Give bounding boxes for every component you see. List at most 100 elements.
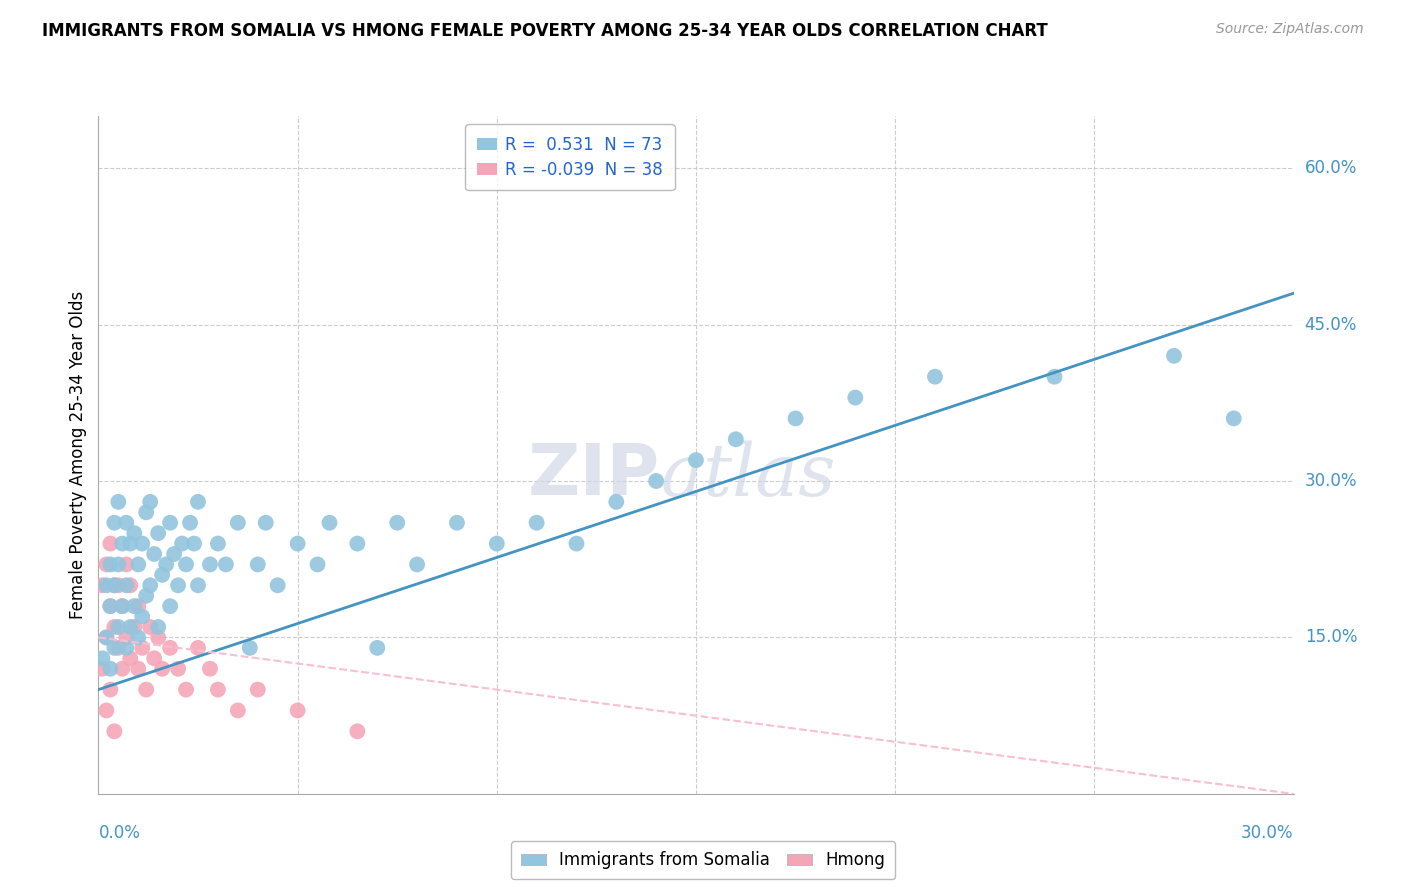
Point	[139, 620, 162, 634]
Point	[267, 578, 290, 592]
Point	[183, 536, 205, 550]
Text: Source: ZipAtlas.com: Source: ZipAtlas.com	[1216, 22, 1364, 37]
Point	[366, 640, 388, 655]
Point	[287, 536, 309, 550]
Point	[239, 640, 262, 655]
Point	[226, 516, 249, 530]
Point	[96, 578, 118, 592]
Point	[96, 631, 118, 645]
Point	[526, 516, 548, 530]
Point	[155, 558, 177, 572]
Text: 15.0%: 15.0%	[1305, 629, 1357, 647]
Point	[150, 662, 173, 676]
Point	[1043, 369, 1066, 384]
Point	[107, 578, 129, 592]
Point	[226, 703, 249, 717]
Text: 0.0%: 0.0%	[98, 824, 141, 842]
Point	[96, 631, 118, 645]
Point	[187, 578, 209, 592]
Point	[107, 640, 129, 655]
Point	[135, 505, 157, 519]
Point	[98, 662, 122, 676]
Point	[131, 536, 153, 550]
Point	[107, 620, 129, 634]
Point	[131, 640, 153, 655]
Point	[120, 620, 142, 634]
Point	[346, 724, 368, 739]
Point	[115, 640, 138, 655]
Point	[307, 558, 329, 572]
Point	[131, 609, 153, 624]
Point	[98, 682, 122, 697]
Text: IMMIGRANTS FROM SOMALIA VS HMONG FEMALE POVERTY AMONG 25-34 YEAR OLDS CORRELATIO: IMMIGRANTS FROM SOMALIA VS HMONG FEMALE …	[42, 22, 1047, 40]
Point	[198, 558, 221, 572]
Point	[346, 536, 368, 550]
Point	[103, 516, 125, 530]
Point	[96, 703, 118, 717]
Point	[139, 578, 162, 592]
Point	[103, 640, 125, 655]
Point	[215, 558, 238, 572]
Point	[187, 640, 209, 655]
Point	[111, 662, 134, 676]
Point	[207, 536, 229, 550]
Point	[98, 558, 122, 572]
Point	[98, 599, 122, 614]
Point	[127, 558, 149, 572]
Point	[98, 536, 122, 550]
Point	[159, 640, 181, 655]
Point	[111, 599, 134, 614]
Point	[318, 516, 340, 530]
Point	[111, 536, 134, 550]
Text: 45.0%: 45.0%	[1305, 316, 1357, 334]
Point	[120, 578, 142, 592]
Point	[254, 516, 277, 530]
Text: 60.0%: 60.0%	[1305, 159, 1357, 178]
Point	[685, 453, 707, 467]
Point	[406, 558, 429, 572]
Point	[115, 516, 138, 530]
Point	[187, 495, 209, 509]
Point	[143, 547, 166, 561]
Point	[1163, 349, 1185, 363]
Point	[139, 495, 162, 509]
Point	[127, 631, 149, 645]
Point	[115, 578, 138, 592]
Point	[127, 662, 149, 676]
Point	[124, 620, 146, 634]
Point	[446, 516, 468, 530]
Point	[107, 558, 129, 572]
Point	[159, 599, 181, 614]
Point	[127, 599, 149, 614]
Point	[135, 589, 157, 603]
Point	[103, 578, 125, 592]
Point	[103, 620, 125, 634]
Point	[115, 631, 138, 645]
Point	[485, 536, 508, 550]
Point	[148, 620, 170, 634]
Point	[844, 391, 866, 405]
Point	[565, 536, 588, 550]
Point	[246, 682, 269, 697]
Point	[91, 578, 114, 592]
Point	[148, 631, 170, 645]
Point	[179, 516, 201, 530]
Point	[172, 536, 194, 550]
Point	[645, 474, 668, 488]
Point	[163, 547, 186, 561]
Point	[174, 682, 197, 697]
Point	[120, 651, 142, 665]
Point	[135, 682, 157, 697]
Point	[148, 526, 170, 541]
Text: 30.0%: 30.0%	[1241, 824, 1294, 842]
Point	[124, 599, 146, 614]
Point	[198, 662, 221, 676]
Point	[785, 411, 807, 425]
Point	[174, 558, 197, 572]
Point	[120, 536, 142, 550]
Point	[207, 682, 229, 697]
Point	[605, 495, 627, 509]
Point	[124, 526, 146, 541]
Point	[96, 558, 118, 572]
Point	[167, 662, 190, 676]
